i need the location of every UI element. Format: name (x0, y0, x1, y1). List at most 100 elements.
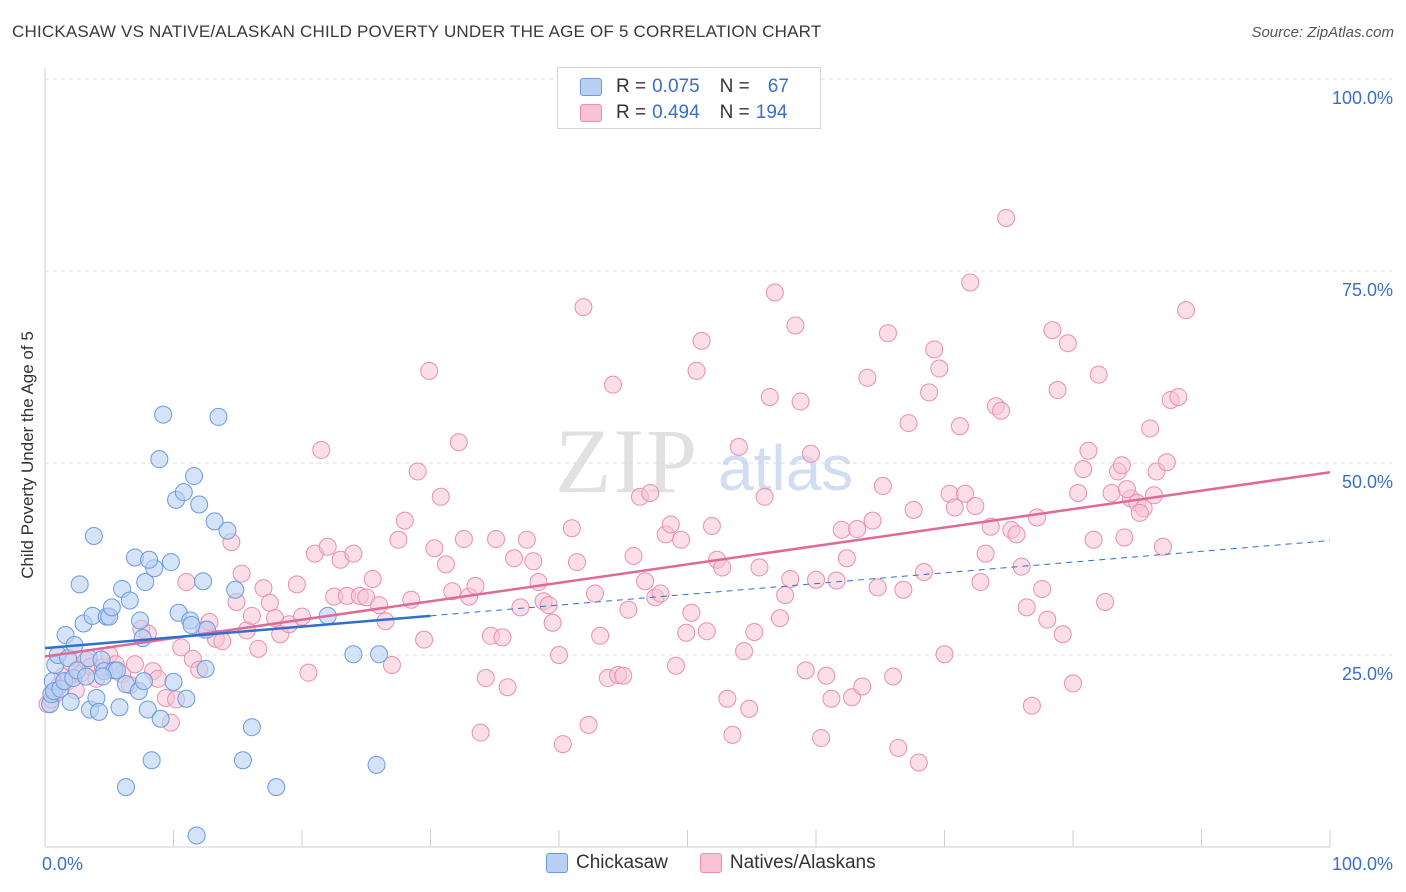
data-point-natives (914, 563, 933, 582)
legend-item-natives[interactable]: Natives/Alaskans (699, 852, 876, 874)
data-point-natives (1117, 480, 1136, 499)
data-point-natives (511, 598, 530, 617)
data-point-natives (1017, 598, 1036, 617)
data-point-chickasaw (370, 645, 389, 664)
data-point-natives (1058, 334, 1077, 353)
data-point-natives (389, 530, 408, 549)
correlation-legend: R = 0.075 N = 67 R = 0.494 N = 194 (557, 67, 821, 129)
data-point-natives (1048, 381, 1067, 400)
data-point-natives (370, 596, 389, 615)
legend-item-chickasaw[interactable]: Chickasaw (546, 852, 668, 874)
legend-r-label: R = (616, 76, 647, 97)
y-tick-label: 25.0% (1342, 664, 1393, 684)
data-point-natives (177, 573, 196, 592)
data-point-natives (443, 582, 462, 601)
legend-r-label: R = (616, 102, 647, 123)
data-point-natives (771, 609, 790, 628)
data-point-natives (312, 440, 331, 459)
data-point-natives (476, 669, 495, 688)
data-point-natives (672, 530, 691, 549)
data-point-natives (718, 689, 737, 708)
data-point-natives (562, 519, 581, 538)
data-point-natives (408, 462, 427, 481)
data-point-natives (1064, 674, 1082, 693)
data-point-natives (801, 444, 820, 463)
data-point-natives (904, 500, 923, 519)
data-point-chickasaw (267, 778, 286, 797)
data-point-natives (1089, 365, 1108, 384)
data-point-natives (1033, 579, 1052, 598)
data-point-chickasaw (242, 718, 261, 737)
data-point-natives (517, 530, 536, 549)
data-point-natives (1096, 593, 1115, 612)
data-point-natives (1038, 610, 1057, 629)
data-point-natives (920, 383, 939, 402)
legend-r-value: 0.494 (652, 102, 700, 123)
data-point-chickasaw (150, 450, 169, 469)
data-point-natives (487, 530, 506, 549)
data-point-natives (293, 607, 311, 626)
data-point-natives (567, 553, 586, 572)
data-point-natives (449, 433, 468, 452)
data-point-natives (755, 487, 774, 506)
data-point-natives (1074, 460, 1093, 479)
data-point-natives (574, 298, 593, 317)
y-tick-label: 100.0% (1332, 88, 1393, 108)
data-point-natives (765, 283, 784, 302)
data-point-natives (868, 578, 887, 597)
legend-n-label: N = (719, 76, 750, 97)
series-chickasaw-points (41, 405, 389, 845)
data-point-natives (539, 596, 558, 615)
data-point-natives (878, 324, 897, 343)
legend-label-natives: Natives/Alaskans (729, 852, 876, 873)
data-point-natives (344, 544, 363, 563)
data-point-natives (976, 544, 995, 563)
data-point-natives (585, 584, 604, 603)
data-point-natives (899, 414, 918, 433)
data-point-natives (454, 530, 473, 549)
data-point-natives (651, 584, 670, 603)
data-point-chickasaw (116, 778, 135, 797)
data-point-natives (935, 645, 954, 664)
data-point-natives (702, 516, 721, 535)
data-point-natives (750, 558, 769, 577)
data-point-natives (925, 340, 944, 359)
data-point-natives (863, 511, 882, 530)
data-point-chickasaw (196, 659, 215, 678)
data-point-natives (858, 368, 877, 387)
data-point-chickasaw (226, 580, 245, 599)
data-point-natives (822, 689, 841, 708)
legend-swatch-chickasaw (546, 853, 568, 873)
legend-n-label: N = (719, 102, 750, 123)
trend-lines (44, 470, 1331, 658)
data-point-natives (796, 661, 815, 680)
data-point-natives (260, 593, 279, 612)
data-point-natives (745, 622, 764, 641)
data-point-natives (436, 555, 455, 574)
data-point-natives (884, 667, 903, 686)
data-point-natives (1069, 483, 1088, 502)
data-point-natives (1141, 419, 1160, 438)
data-point-natives (827, 571, 846, 590)
data-point-chickasaw (120, 591, 139, 610)
data-point-natives (425, 539, 444, 558)
data-point-chickasaw (61, 692, 80, 711)
data-point-natives (945, 498, 964, 517)
watermark-zip: ZIP (555, 410, 699, 512)
data-point-natives (318, 537, 337, 556)
data-point-natives (213, 632, 232, 651)
x-tick-label: 100.0% (1332, 854, 1393, 874)
data-point-natives (971, 573, 990, 592)
data-point-natives (853, 677, 872, 696)
data-point-natives (661, 515, 680, 534)
data-point-chickasaw (89, 702, 108, 721)
data-point-natives (894, 580, 913, 599)
data-point-chickasaw (136, 573, 155, 592)
data-point-natives (579, 715, 598, 734)
data-point-natives (1153, 537, 1172, 556)
data-point-natives (682, 603, 701, 622)
legend-row-natives: R = 0.494 N = 194 (580, 101, 787, 125)
chart-title: CHICKASAW VS NATIVE/ALASKAN CHILD POVERT… (12, 22, 822, 41)
data-point-natives (524, 552, 543, 571)
data-point-natives (624, 546, 643, 565)
